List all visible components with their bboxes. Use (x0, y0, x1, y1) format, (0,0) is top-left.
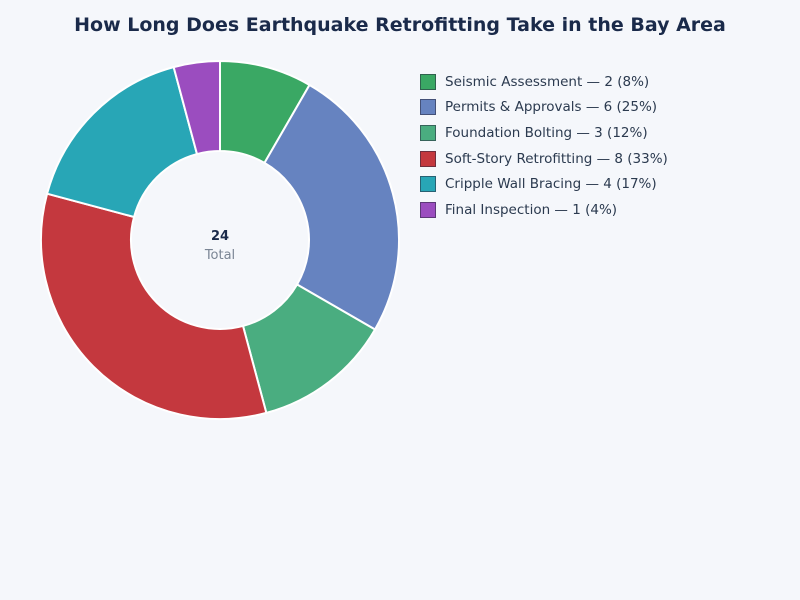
legend-item: Soft-Story Retrofitting — 8 (33%) (420, 146, 668, 172)
legend-item: Permits & Approvals — 6 (25%) (420, 95, 668, 121)
donut-slice-1 (263, 83, 400, 331)
legend-item: Final Inspection — 1 (4%) (420, 197, 668, 223)
legend-label: Permits & Approvals — 6 (25%) (445, 99, 658, 116)
donut-slice-5 (172, 59, 221, 156)
donut-slice-3 (40, 192, 268, 420)
legend-item: Seismic Assessment — 2 (8%) (420, 69, 668, 95)
legend-swatch (420, 150, 436, 167)
center-total-value: 24 (211, 229, 229, 244)
legend-swatch (420, 99, 436, 116)
center-total-label: Total (204, 248, 235, 263)
legend-label: Final Inspection — 1 (4%) (445, 201, 618, 218)
legend-swatch (420, 73, 436, 90)
legend-label: Foundation Bolting — 3 (12%) (445, 124, 648, 141)
legend-swatch (420, 124, 436, 141)
legend-label: Cripple Wall Bracing — 4 (17%) (445, 176, 657, 193)
legend-swatch (420, 201, 436, 218)
donut-slices (40, 59, 400, 420)
chart-title: How Long Does Earthquake Retrofitting Ta… (74, 14, 726, 36)
legend-item: Foundation Bolting — 3 (12%) (420, 120, 668, 146)
legend-swatch (420, 176, 436, 193)
legend-item: Cripple Wall Bracing — 4 (17%) (420, 171, 668, 197)
legend-label: Soft-Story Retrofitting — 8 (33%) (445, 150, 668, 167)
chart-legend: Seismic Assessment — 2 (8%) Permits & App… (420, 69, 668, 223)
donut-slice-4 (45, 65, 199, 219)
legend-label: Seismic Assessment — 2 (8%) (445, 73, 650, 90)
